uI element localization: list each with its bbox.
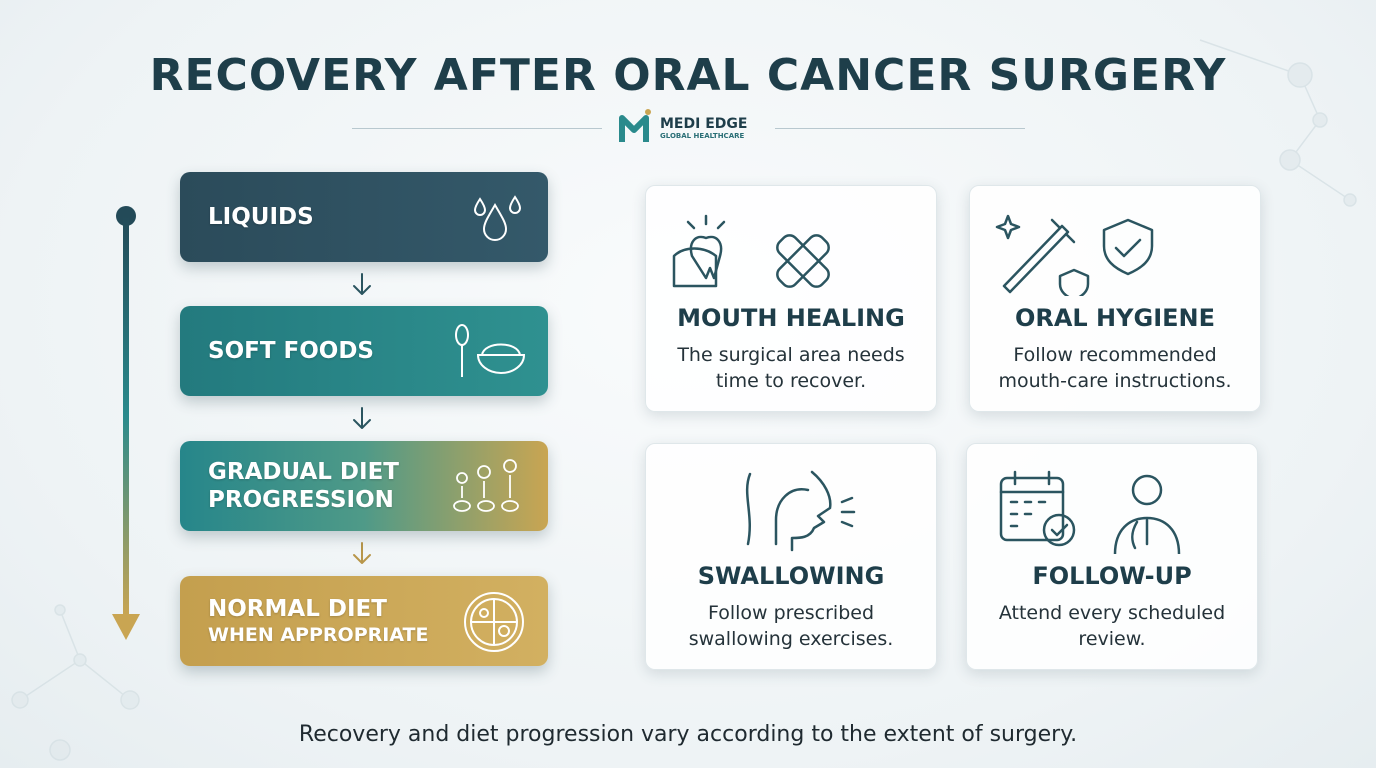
card: FOLLOW-UP Attend every scheduled review.: [966, 443, 1258, 670]
icon-follow-up: [999, 470, 1181, 554]
brand-subtitle: GLOBAL HEALTHCARE: [660, 132, 745, 140]
card: MOUTH HEALING The surgical area needs ti…: [645, 185, 937, 412]
card: ORAL HYGIENE Follow recommended mouth-ca…: [969, 185, 1261, 412]
stage: NORMAL DIET WHEN APPROPRIATE: [180, 576, 548, 666]
card-title: SWALLOWING: [697, 562, 885, 590]
stage-label: WHEN APPROPRIATE: [208, 624, 429, 646]
footer-note: Recovery and diet progression vary accor…: [298, 722, 1078, 747]
logo-mark: [619, 109, 651, 142]
icon-bowl: [455, 324, 526, 377]
card-text: Attend every scheduled review.: [998, 602, 1226, 650]
icon-swallowing: [745, 470, 856, 552]
card-title: ORAL HYGIENE: [1014, 304, 1216, 332]
stage-label: GRADUAL DIET: [208, 459, 399, 485]
brand: MEDI EDGE: [660, 116, 748, 132]
stage: SOFT FOODS: [180, 306, 548, 396]
title: RECOVERY AFTER ORAL CANCER SURGERY: [149, 50, 1227, 101]
card: SWALLOWING Follow prescribed swallowing …: [645, 443, 937, 670]
icon-hygiene: [995, 214, 1154, 296]
divider: [352, 128, 602, 129]
card-title: MOUTH HEALING: [677, 304, 905, 332]
stage-label: NORMAL DIET: [208, 596, 387, 622]
step-arrows: [353, 273, 371, 564]
icon-plate: [464, 592, 524, 652]
timeline: [112, 206, 140, 640]
icon-drops: [473, 195, 522, 241]
stage: GRADUAL DIET PROGRESSION: [180, 441, 548, 531]
stage-label: SOFT FOODS: [208, 338, 374, 364]
icon-healing: [672, 214, 830, 288]
stage-label: LIQUIDS: [208, 204, 314, 230]
divider: [775, 128, 1025, 129]
stage: LIQUIDS: [180, 172, 548, 262]
card-text: The surgical area needs time to recover.: [677, 344, 905, 392]
card-title: FOLLOW-UP: [1032, 562, 1192, 590]
icon-progression: [453, 459, 519, 512]
card-text: Follow prescribed swallowing exercises.: [688, 602, 894, 650]
card-text: Follow recommended mouth-care instructio…: [998, 344, 1232, 392]
stage-label: PROGRESSION: [208, 487, 394, 513]
